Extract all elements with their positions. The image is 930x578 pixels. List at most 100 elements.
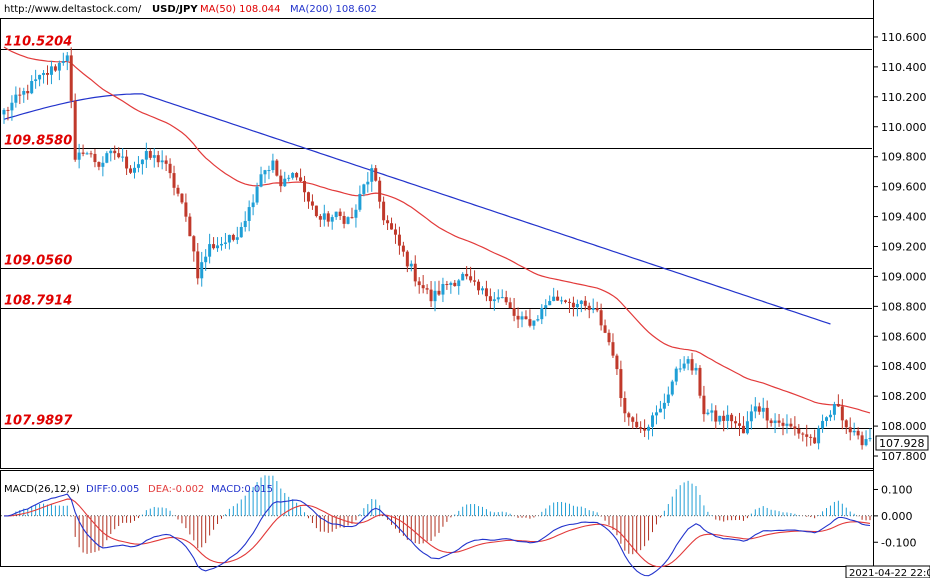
candle-body (856, 430, 860, 436)
candle-body (413, 263, 417, 282)
candle-body (536, 319, 540, 321)
candle-body (836, 404, 840, 407)
candle-body (599, 310, 603, 326)
candle-body (200, 262, 204, 279)
candle-body (722, 415, 726, 421)
price-tick-label: 108.200 (881, 390, 927, 403)
price-tick-label: 110.000 (881, 121, 927, 134)
price-tick-label: 110.600 (881, 31, 927, 44)
candle-body (793, 426, 797, 429)
macd-indicator (1, 475, 872, 577)
candle-body (409, 263, 413, 267)
price-tick-label: 108.800 (881, 300, 927, 313)
candle-body (61, 61, 65, 63)
candle-body (53, 66, 57, 71)
candle-body (821, 420, 825, 429)
candle-body (674, 368, 678, 382)
candle-body (532, 320, 536, 326)
level-labels: 110.5204 109.8580 109.0560 108.7914 107.9897 (4, 35, 73, 429)
candle-body (571, 302, 575, 308)
candle-body (658, 408, 662, 413)
candle-body (216, 245, 220, 249)
macd-title: MACD(26,12,9) (4, 484, 80, 495)
candle-body (358, 193, 362, 210)
candle-body (73, 100, 77, 160)
candle-body (718, 415, 722, 422)
candle-body (180, 193, 184, 203)
candle-body (140, 159, 144, 165)
current-price-label: 107.928 (879, 437, 925, 450)
candle-body (125, 156, 129, 169)
candle-body (556, 296, 560, 301)
candle-body (548, 301, 552, 306)
candle-body (575, 303, 579, 308)
candle-body (164, 160, 168, 164)
candle-body (445, 284, 449, 286)
ma200-label: MA(200) 108.602 (290, 4, 377, 15)
candle-body (370, 168, 374, 182)
candle-body (204, 256, 208, 263)
candle-body (172, 173, 176, 188)
candle-body (540, 307, 544, 320)
candle-body (247, 207, 251, 221)
candle-body (809, 436, 813, 438)
candle-body (864, 439, 868, 446)
ma200-line (3, 93, 831, 325)
price-tick-label: 110.400 (881, 61, 927, 74)
candle-body (781, 422, 785, 426)
candle-body (738, 423, 742, 426)
candle-body (702, 395, 706, 415)
candle-body (421, 285, 425, 289)
candle-body (38, 74, 42, 80)
candle-body (757, 406, 761, 412)
candle-body (643, 428, 647, 431)
candle-body (121, 156, 125, 158)
site-url[interactable]: http://www.deltastock.com/ (4, 4, 142, 15)
candle-body (129, 168, 133, 173)
ma200-path (3, 93, 831, 325)
candle-body (844, 420, 848, 428)
price-tick-label: 108.400 (881, 360, 927, 373)
candle-body (350, 217, 354, 219)
candle-body (552, 296, 556, 302)
candle-body (789, 423, 793, 427)
candle-body (255, 186, 259, 203)
candle-body (619, 369, 623, 399)
level-label: 107.9897 (4, 414, 73, 429)
candle-body (322, 213, 326, 220)
candle-body (184, 202, 188, 217)
candle-body (603, 325, 607, 333)
candle-body (591, 308, 595, 310)
candle-body (57, 62, 61, 71)
candle-body (453, 282, 457, 287)
macd-dea-label: DEA:-0.002 (148, 484, 204, 495)
candle-body (132, 167, 136, 173)
candle-body (595, 308, 599, 311)
candle-body (34, 79, 38, 82)
candle-body (611, 342, 615, 356)
candle-body (326, 213, 330, 222)
candle-body (45, 73, 49, 75)
candle-body (832, 404, 836, 415)
candle-body (42, 73, 46, 75)
candle-body (85, 153, 89, 155)
candle-body (93, 153, 97, 163)
candle-body (212, 244, 216, 249)
candle-body (528, 319, 532, 326)
candle-body (726, 414, 730, 421)
candle-body (860, 435, 864, 446)
candle-body (627, 413, 631, 418)
price-axis-ticks: 110.600 110.400 110.200 110.000 109.800 109.6… (873, 31, 927, 463)
candle-body (623, 398, 627, 414)
candle-body (97, 162, 101, 167)
candle-body (117, 153, 121, 158)
candle-body (405, 251, 409, 267)
candle-body (251, 202, 255, 208)
macd-tick-label: -0.100 (881, 536, 916, 549)
candle-body (148, 151, 152, 158)
candle-body (279, 175, 283, 187)
candle-body (484, 288, 488, 297)
candle-body (160, 160, 164, 163)
candle-body (223, 242, 227, 244)
candle-body (271, 160, 275, 171)
